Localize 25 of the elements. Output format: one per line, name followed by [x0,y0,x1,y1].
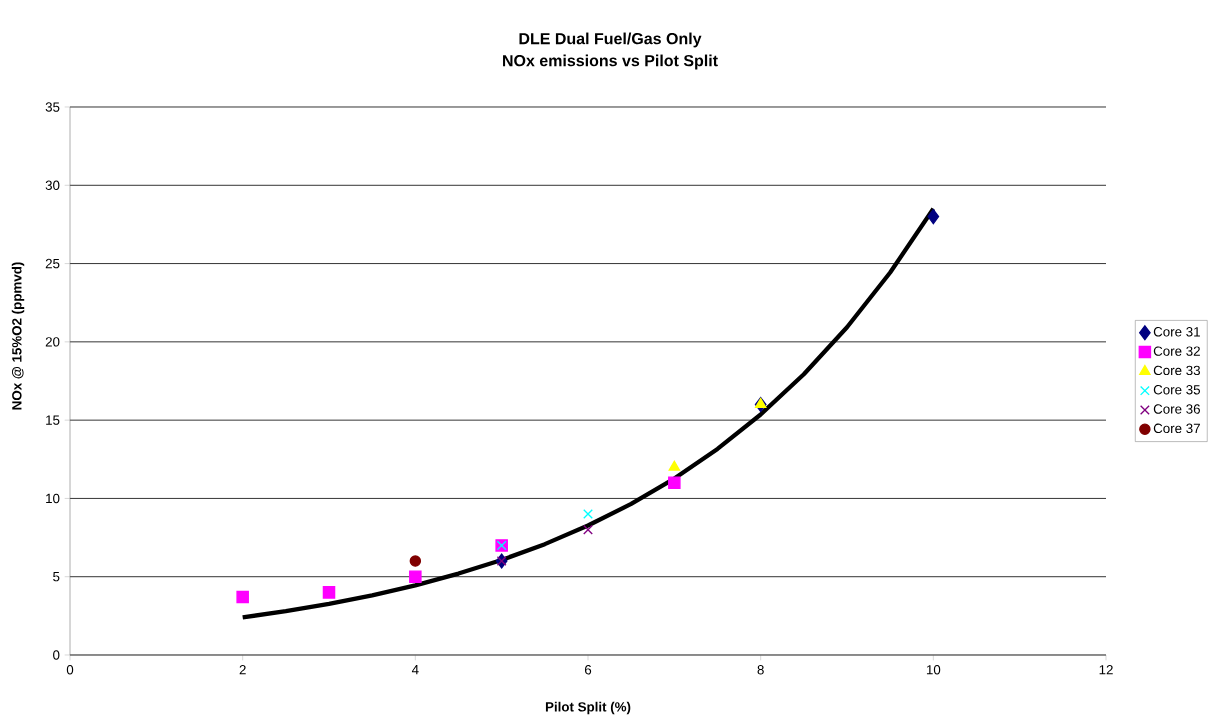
y-tick-label: 10 [46,493,60,504]
legend-label: Core 36 [1153,404,1200,414]
x-tick-label: 10 [926,665,941,675]
x-axis-title: Pilot Split (%) [545,701,631,715]
y-tick-label: 0 [53,650,60,660]
chart-subtitle: NOx emissions vs Pilot Split [503,54,718,70]
legend-label: Core 32 [1153,346,1200,356]
legend-label: Core 31 [1153,327,1200,337]
y-tick-label: 15 [46,415,60,425]
x-tick-label: 4 [411,665,419,675]
chart-title: DLE Dual Fuel/Gas Only [519,32,702,48]
legend-label: Core 33 [1153,365,1200,376]
y-tick-label: 20 [45,337,60,347]
legend-label: Core 35 [1153,385,1201,395]
legend-label: Core 37 [1153,423,1200,434]
y-axis-title: NOx @ 15%O2 (ppmvd) [11,262,25,410]
y-tick-label: 30 [45,180,60,190]
y-tick-label: 5 [53,572,60,582]
x-tick-label: 0 [66,665,74,675]
x-tick-label: 12 [1099,665,1113,675]
x-tick-label: 8 [757,665,764,675]
x-tick-label: 6 [584,665,592,675]
y-tick-label: 35 [45,102,60,112]
x-tick-label: 2 [239,665,246,675]
y-tick-label: 25 [45,258,60,269]
